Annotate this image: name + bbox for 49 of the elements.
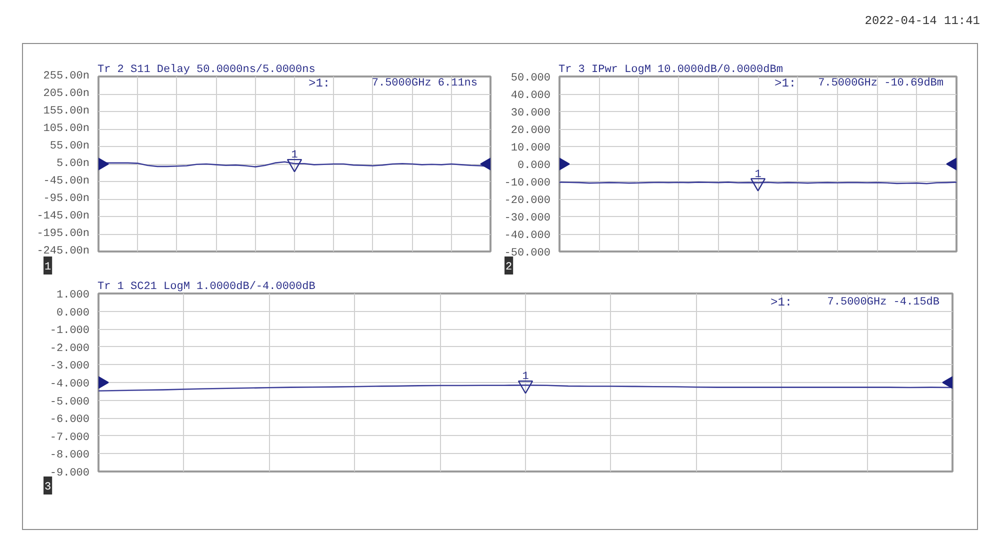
- y-tick-label: -20.000: [504, 195, 551, 207]
- y-tick-label: -7.000: [50, 432, 90, 444]
- annotation: >1:: [774, 76, 796, 90]
- y-tick-label: -145.00n: [36, 210, 90, 222]
- y-tick-label: 5.00n: [56, 158, 90, 170]
- text: 2022-04-14 11:41: [864, 13, 980, 30]
- y-tick-label: -50.000: [504, 248, 551, 260]
- y-tick-label: -245.00n: [36, 246, 90, 258]
- y-tick-label: -3.000: [50, 360, 90, 373]
- y-tick-label: 10.000: [510, 142, 551, 154]
- y-tick-label: -6.000: [50, 414, 90, 426]
- y-tick-label: 205.00n: [43, 88, 90, 100]
- y-tick-label: -5.000: [50, 396, 90, 408]
- y-tick-label: 155.00n: [43, 106, 90, 118]
- y-tick-label: -9.000: [50, 468, 90, 480]
- y-tick-label: -195.00n: [36, 228, 90, 240]
- y-tick-label: -8.000: [50, 450, 90, 462]
- y-tick-label: 255.00n: [43, 70, 90, 82]
- y-tick-label: -10.000: [504, 178, 551, 190]
- y-tick-label: 1.000: [56, 290, 90, 302]
- text: 2: [506, 262, 512, 274]
- y-tick-label: -40.000: [504, 230, 551, 242]
- y-tick-label: 30.000: [510, 108, 551, 120]
- text: 1: [44, 262, 52, 274]
- y-tick-label: -45.00n: [43, 176, 90, 188]
- annotation: 7.5000GHz -4.15dB: [827, 296, 940, 308]
- text: 3: [44, 482, 52, 494]
- series-label: 1: [754, 168, 762, 181]
- series-label: 1: [522, 371, 530, 384]
- y-tick-label: 0.000: [517, 160, 551, 172]
- y-tick-label: 0.000: [56, 307, 90, 320]
- y-tick-label: 50.000: [510, 72, 551, 84]
- y-tick-label: -2.000: [50, 342, 90, 355]
- y-tick-label: 40.000: [510, 90, 551, 102]
- annotation: 7.5000GHz -10.69dBm: [818, 78, 944, 90]
- y-tick-label: -1.000: [50, 325, 90, 338]
- annotation: 7.5000GHz 6.11ns: [372, 78, 478, 90]
- y-tick-label: -30.000: [504, 212, 551, 224]
- chart-title: Tr 2 S11 Delay 50.0000ns/5.0000ns: [98, 64, 316, 76]
- y-tick-label: 105.00n: [43, 123, 90, 135]
- chart-title: Tr 3 IPwr LogM 10.0000dB/0.0000dBm: [558, 64, 784, 76]
- y-tick-label: 55.00n: [50, 140, 90, 152]
- annotation: >1:: [770, 296, 792, 310]
- series-label: 1: [291, 150, 298, 162]
- y-tick-label: -95.00n: [43, 193, 90, 205]
- y-tick-label: 20.000: [510, 125, 551, 137]
- annotation: >1:: [308, 76, 330, 90]
- y-tick-label: -4.000: [50, 378, 90, 390]
- chart-title: Tr 1 SC21 LogM 1.0000dB/-4.0000dB: [98, 281, 316, 293]
